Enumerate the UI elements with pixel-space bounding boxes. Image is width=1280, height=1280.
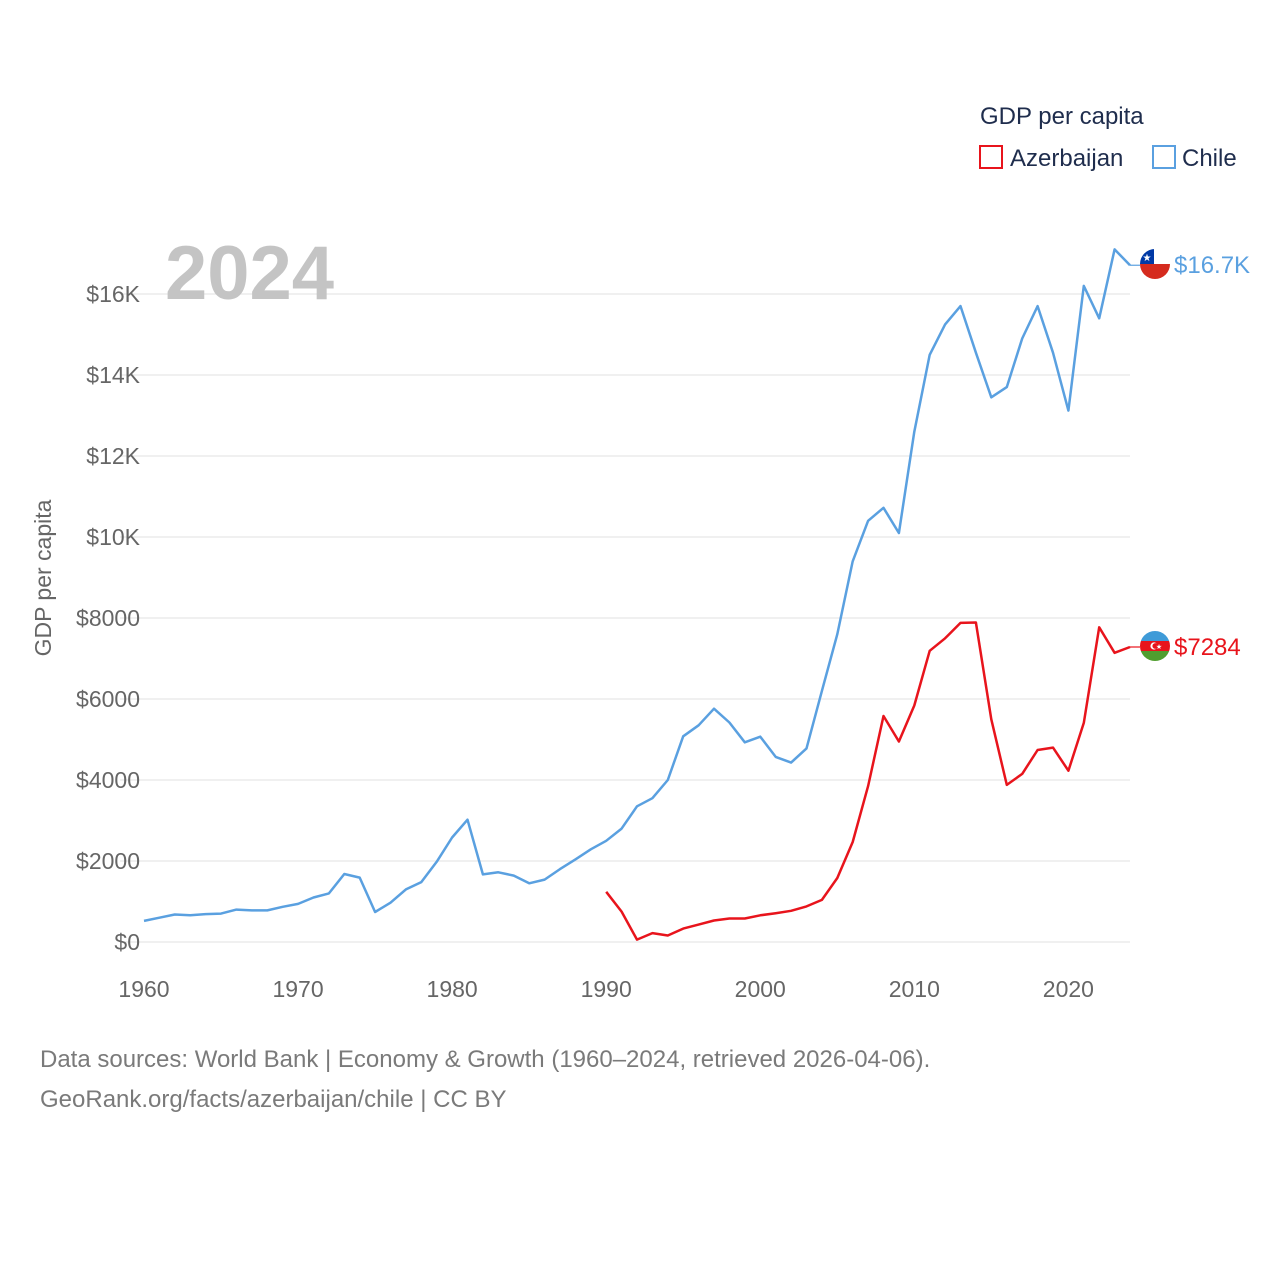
y-tick-labels: $0 $2000 $4000 $6000 $8000 $10K $12K $14K $16K bbox=[76, 281, 141, 955]
svg-text:★: ★ bbox=[1143, 253, 1152, 264]
x-tick-label: 1970 bbox=[272, 976, 323, 1002]
chile-flag: ★ bbox=[1140, 249, 1170, 279]
azerbaijan-flag: ★ bbox=[1140, 631, 1170, 661]
legend-label-azerbaijan[interactable]: Azerbaijan bbox=[1010, 145, 1123, 172]
x-tick-label: 2010 bbox=[889, 976, 940, 1002]
y-axis-title: GDP per capita bbox=[30, 499, 56, 656]
x-tick-labels: 1960 1970 1980 1990 2000 2010 2020 bbox=[118, 976, 1094, 1002]
y-tick-label: $0 bbox=[114, 929, 140, 955]
y-tick-label: $16K bbox=[86, 281, 140, 307]
y-tick-label: $4000 bbox=[76, 767, 140, 793]
chile-end-value-label: $16.7K bbox=[1174, 252, 1250, 279]
footer: Data sources: World Bank | Economy & Gro… bbox=[40, 1040, 930, 1120]
year-label: 2024 bbox=[165, 231, 334, 316]
x-tick-label: 1980 bbox=[427, 976, 478, 1002]
y-tick-label: $6000 bbox=[76, 686, 140, 712]
svg-text:★: ★ bbox=[1156, 643, 1162, 651]
legend-label-chile[interactable]: Chile bbox=[1182, 145, 1237, 172]
y-tick-label: $10K bbox=[86, 524, 140, 550]
y-tick-label: $12K bbox=[86, 443, 140, 469]
legend-swatch-chile[interactable] bbox=[1152, 145, 1176, 169]
footer-sources: Data sources: World Bank | Economy & Gro… bbox=[40, 1046, 931, 1073]
x-tick-label: 2000 bbox=[735, 976, 786, 1002]
chile-series-line[interactable] bbox=[143, 248, 1131, 923]
y-tick-label: $14K bbox=[86, 362, 140, 388]
gridlines bbox=[120, 293, 1130, 943]
legend-title: GDP per capita bbox=[980, 103, 1144, 130]
azerbaijan-series-line[interactable] bbox=[605, 621, 1131, 941]
azerbaijan-end-value-label: $7284 bbox=[1174, 634, 1241, 661]
legend-swatch-azerbaijan[interactable] bbox=[979, 145, 1003, 169]
legend: GDP per capita Azerbaijan Chile bbox=[979, 103, 1237, 172]
series-lines bbox=[143, 248, 1131, 941]
x-tick-label: 1990 bbox=[581, 976, 632, 1002]
x-tick-label: 1960 bbox=[118, 976, 169, 1002]
end-labels: $7284 $16.7K bbox=[1130, 252, 1250, 661]
x-tick-label: 2020 bbox=[1043, 976, 1094, 1002]
y-tick-label: $8000 bbox=[76, 605, 140, 631]
footer-link[interactable]: GeoRank.org/facts/azerbaijan/chile | CC … bbox=[40, 1086, 507, 1113]
gdp-chart: GDP per capita Azerbaijan Chile GDP per … bbox=[30, 103, 1250, 1002]
y-tick-label: $2000 bbox=[76, 848, 140, 874]
